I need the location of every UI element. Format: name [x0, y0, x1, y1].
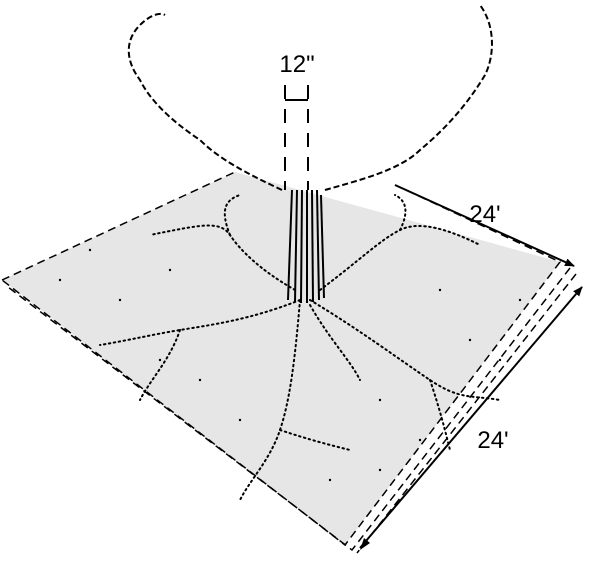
tree-crown: [127, 4, 493, 191]
trunk-diameter-label: 12": [279, 51, 314, 78]
ground-plane: [1, 171, 577, 554]
width-arrow-top: [394, 184, 575, 267]
arrowhead: [360, 538, 370, 550]
trunk-dimension: [284, 85, 309, 190]
width-arrow-side: [359, 286, 583, 549]
width-top-label: 24': [469, 201, 500, 228]
width-side-label: 24': [477, 427, 508, 454]
soil-dots: [58, 248, 522, 482]
trunk: [287, 189, 325, 304]
